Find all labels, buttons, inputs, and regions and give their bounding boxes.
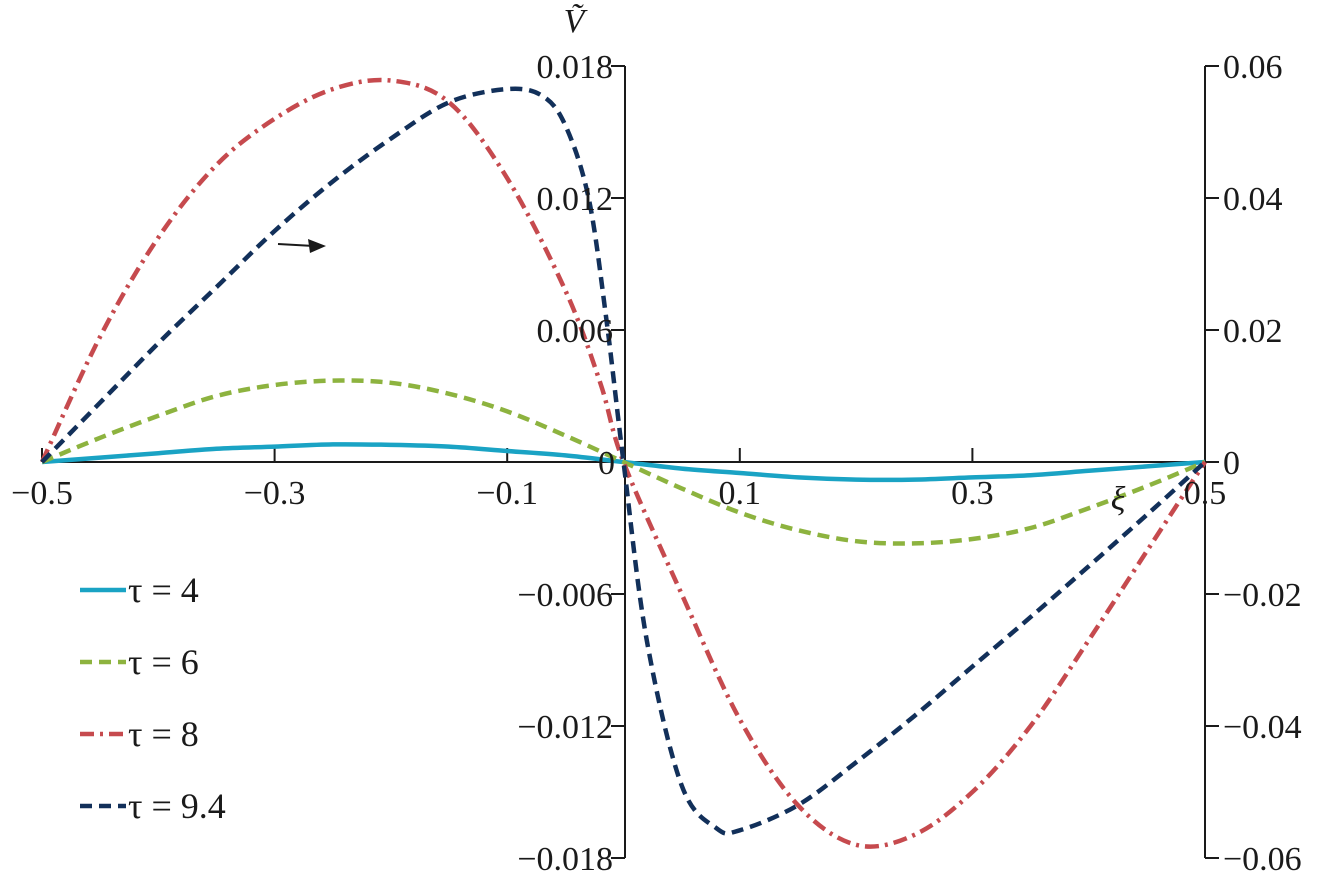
y-right-tick-label: −0.02 [1223, 577, 1302, 614]
legend-label-2: τ = 8 [128, 714, 199, 754]
x-tick-label: 0.5 [1184, 475, 1227, 512]
legend-label-1: τ = 6 [128, 642, 199, 682]
y-right-tick-label: −0.06 [1223, 841, 1302, 878]
series-line-1 [41, 378, 1206, 546]
x-tick-label: −0.5 [11, 475, 73, 512]
y-right-tick-label: −0.04 [1223, 709, 1302, 746]
y-left-tick-label: 0.012 [537, 181, 614, 218]
y-right-tick-label: 0 [1223, 445, 1240, 482]
series-line-3 [40, 86, 1207, 836]
y-left-tick-label: 0.018 [537, 49, 614, 86]
annotation-arrow-shaft [277, 243, 315, 247]
y-axis-title: Ṽ [564, 3, 589, 40]
series-group [39, 77, 1207, 849]
x-axis-title: ξ [1111, 481, 1126, 518]
legend: τ = 4 τ = 6 τ = 8 τ = 9.4 [80, 570, 226, 826]
y-right-tick-label: 0.06 [1223, 49, 1283, 86]
x-tick-label: 0.3 [951, 475, 994, 512]
y-left-tick-label: −0.006 [517, 577, 613, 614]
y-left-tick-label: −0.018 [517, 841, 613, 878]
annotation-arrow-head [308, 239, 326, 253]
x-tick-label: −0.3 [244, 475, 306, 512]
legend-label-3: τ = 9.4 [128, 786, 226, 826]
x-tick-label: 0.1 [719, 475, 762, 512]
y-left-tick-label: −0.012 [517, 709, 613, 746]
y-left-tick-label: 0.006 [537, 313, 614, 350]
labels-group: −0.5 −0.3 −0.1 0.1 0.3 0.5 0.018 0.012 0.006 0 −0.… [11, 3, 1302, 878]
x-tick-label: −0.1 [476, 475, 538, 512]
y-right-tick-label: 0.04 [1223, 181, 1283, 218]
y-left-tick-label: 0 [598, 445, 615, 482]
y-right-tick-label: 0.02 [1223, 313, 1283, 350]
legend-label-0: τ = 4 [128, 570, 199, 610]
series-line-2 [39, 77, 1207, 849]
